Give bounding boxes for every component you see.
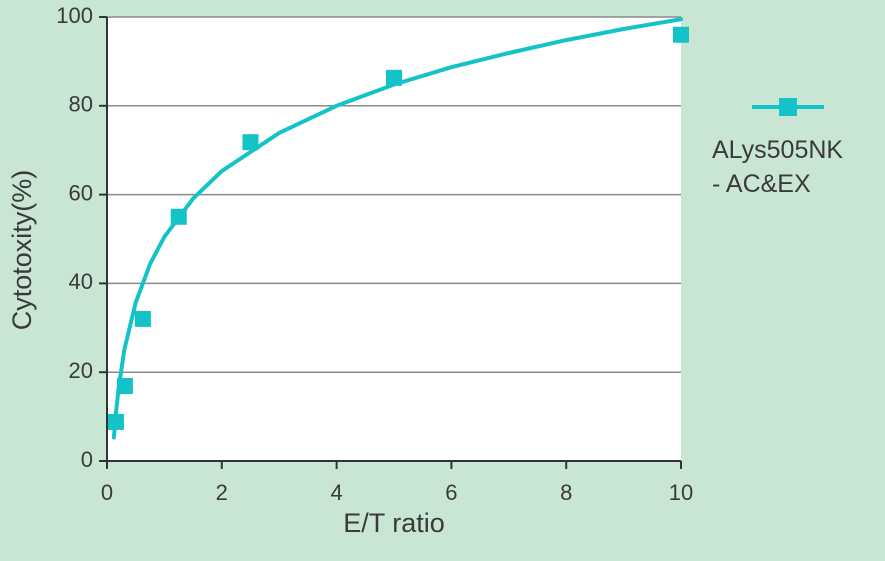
y-tick-label: 40	[69, 269, 93, 294]
y-axis-title: Cytotoxity(%)	[7, 170, 37, 331]
legend-marker	[779, 98, 797, 116]
y-tick-label: 100	[56, 3, 93, 28]
data-point	[386, 69, 402, 86]
data-point	[170, 208, 187, 225]
y-tick-label: 0	[81, 447, 93, 472]
y-tick-label: 20	[69, 358, 93, 383]
x-tick-label: 6	[445, 480, 457, 505]
x-tick-label: 4	[330, 480, 342, 505]
y-tick-label: 60	[69, 180, 93, 205]
x-tick-label: 10	[669, 480, 693, 505]
y-tick-label: 80	[69, 92, 93, 117]
fit-curve	[111, 17, 683, 440]
data-point	[134, 310, 151, 327]
data-point	[116, 377, 133, 394]
x-axis-title: E/T ratio	[343, 508, 445, 538]
x-tick-label: 0	[101, 480, 113, 505]
plot-area	[107, 17, 681, 461]
data-point	[107, 413, 124, 430]
data-point	[673, 26, 689, 43]
legend-label: ALys505NK - AC&EX	[712, 136, 844, 198]
x-tick-label: 2	[216, 480, 228, 505]
data-point	[242, 134, 259, 151]
x-tick-label: 8	[560, 480, 572, 505]
